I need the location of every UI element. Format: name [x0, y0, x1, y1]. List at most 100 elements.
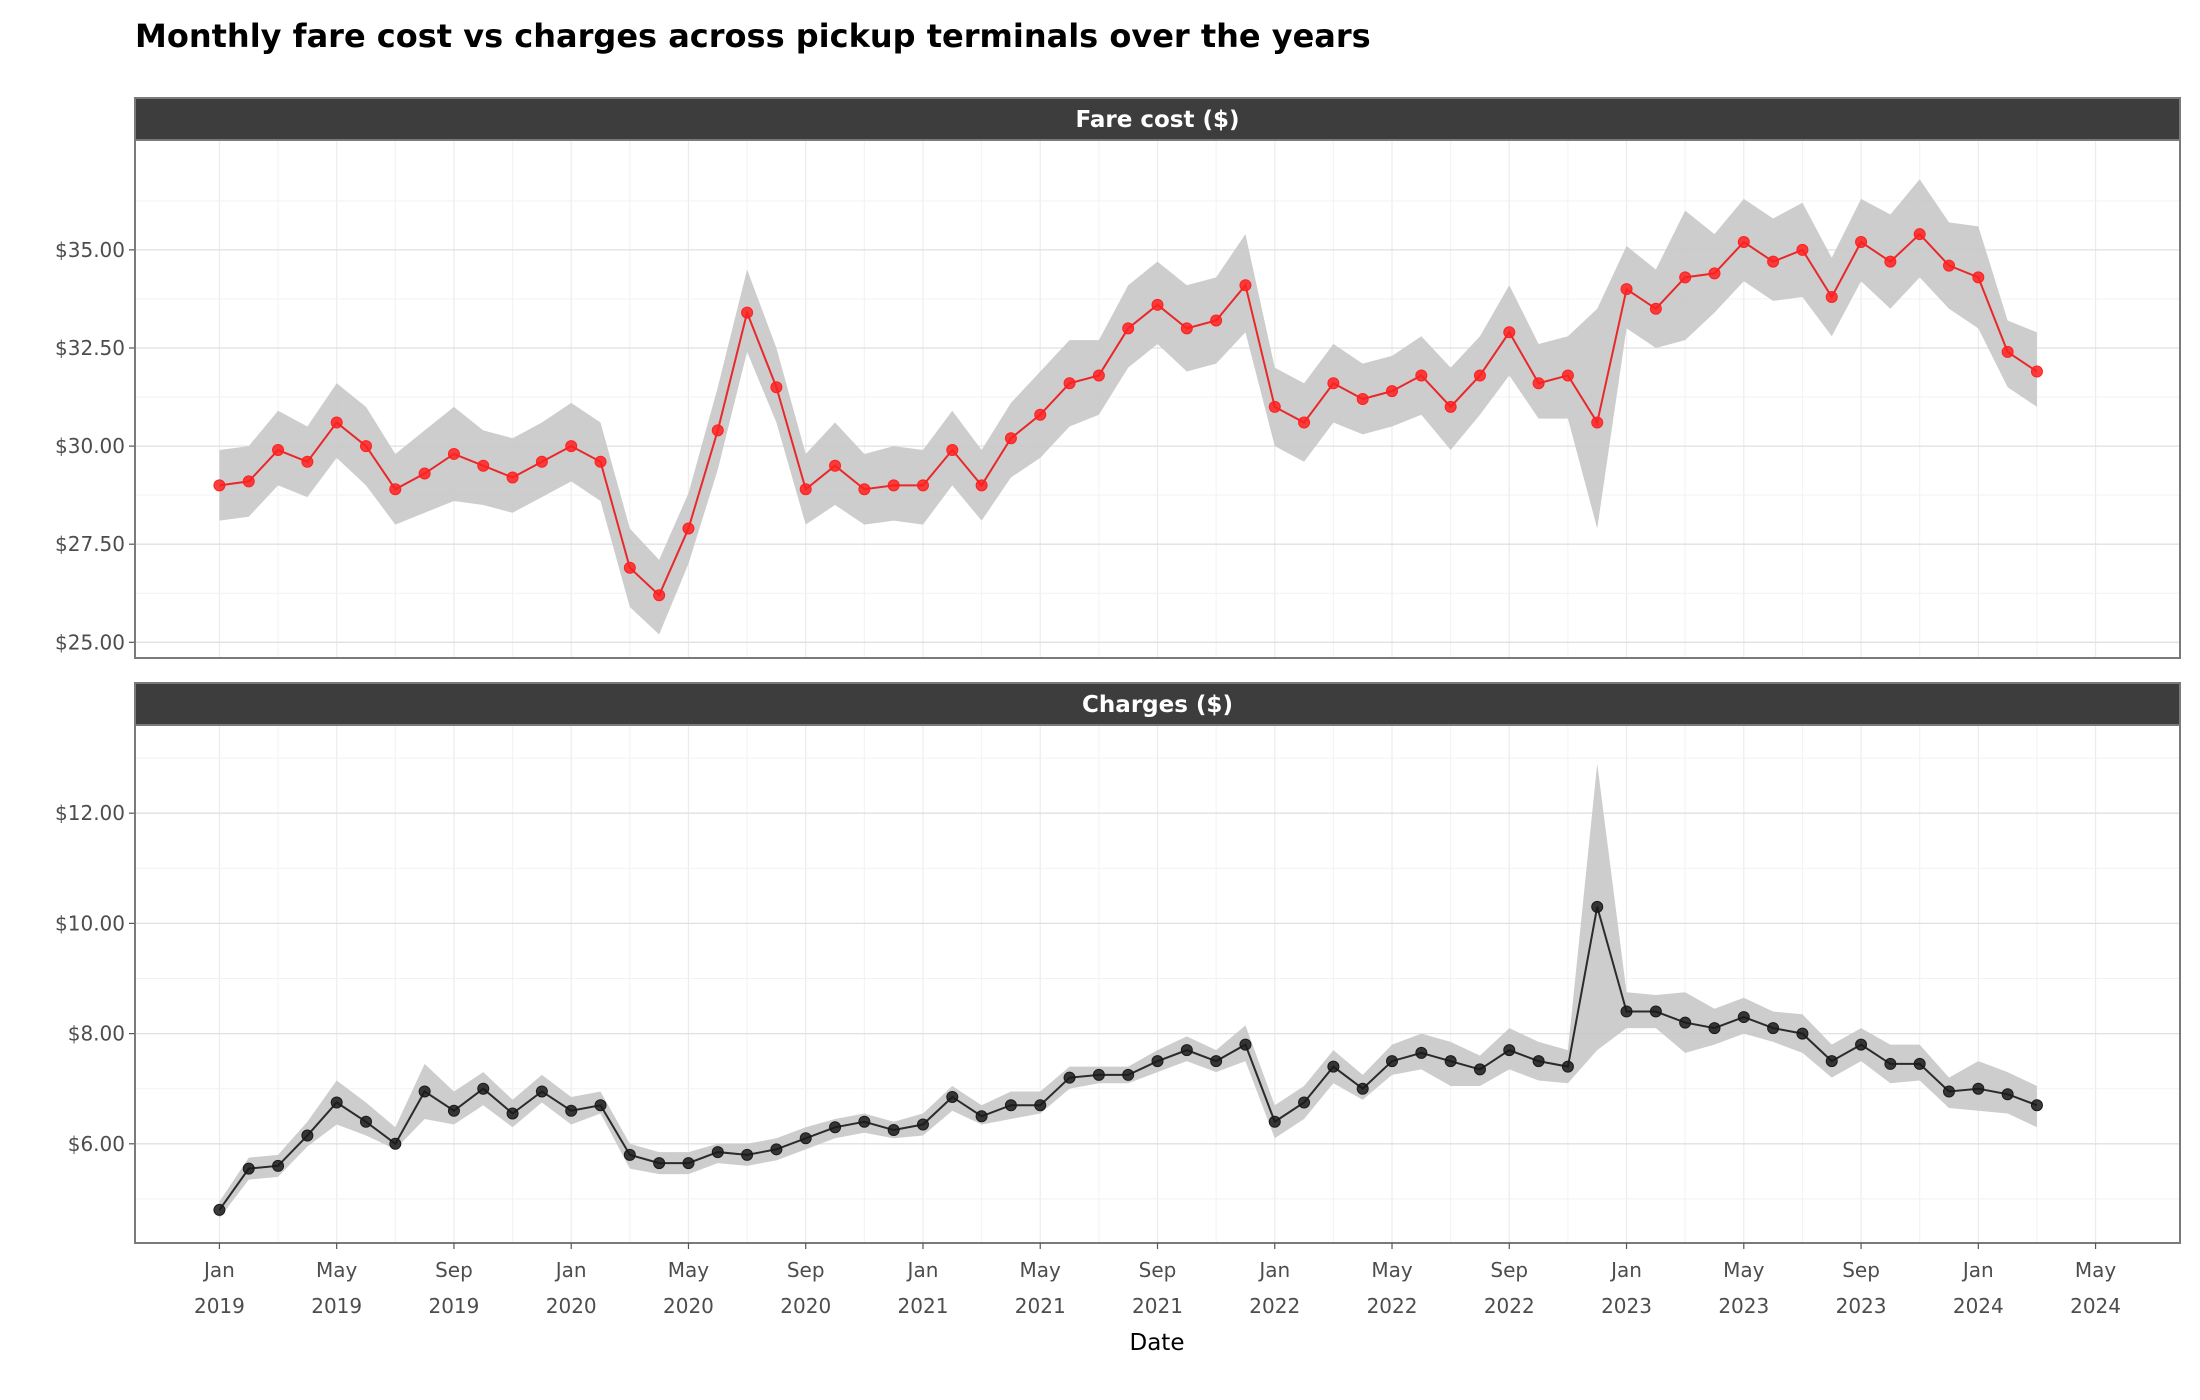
facet-strip-label: Charges ($) — [1082, 692, 1233, 718]
facet-strip-label: Fare cost ($) — [1076, 107, 1240, 133]
data-point — [770, 1143, 783, 1156]
y-tick-label: $35.00 — [55, 238, 125, 262]
data-point — [1473, 369, 1486, 382]
data-point — [1444, 400, 1457, 413]
data-point — [477, 459, 490, 472]
data-point — [1034, 408, 1047, 421]
data-point — [1591, 416, 1604, 429]
data-point — [1092, 1068, 1105, 1081]
data-point — [1561, 369, 1574, 382]
data-point — [1942, 1085, 1955, 1098]
data-point — [887, 1124, 900, 1137]
x-tick-label-month: Jan — [554, 1258, 587, 1282]
data-point — [447, 1104, 460, 1117]
data-point — [1972, 1082, 1985, 1095]
data-point — [975, 1110, 988, 1123]
data-point — [213, 479, 226, 492]
data-point — [418, 1085, 431, 1098]
data-point — [1180, 322, 1193, 335]
x-tick-label-year: 2024 — [1953, 1294, 2004, 1318]
data-point — [1444, 1055, 1457, 1068]
data-point — [477, 1082, 490, 1095]
x-tick-label-month: May — [2075, 1258, 2117, 1282]
data-point — [2001, 345, 2014, 358]
data-point — [1122, 322, 1135, 335]
x-tick-label-month: Jan — [1609, 1258, 1642, 1282]
x-tick-label-year: 2019 — [311, 1294, 362, 1318]
data-point — [330, 416, 343, 429]
y-tick-label: $32.50 — [55, 336, 125, 360]
x-tick-label-month: Jan — [906, 1258, 939, 1282]
x-tick-label-year: 2020 — [780, 1294, 831, 1318]
data-point — [1034, 1099, 1047, 1112]
x-tick-label-month: Sep — [1842, 1258, 1880, 1282]
y-tick-label: $12.00 — [55, 801, 125, 825]
facet-panel-fare-cost: $25.00 $27.50 $30.00 $32.50 $35.00 Fare cost … — [55, 97, 2181, 659]
data-point — [1620, 283, 1633, 296]
x-tick-label-year: 2023 — [1836, 1294, 1887, 1318]
data-point — [829, 459, 842, 472]
data-point — [213, 1203, 226, 1216]
data-point — [1884, 255, 1897, 268]
data-point — [1298, 416, 1311, 429]
data-point — [1532, 1055, 1545, 1068]
data-point — [1151, 1055, 1164, 1068]
data-point — [1825, 290, 1838, 303]
data-point — [829, 1121, 842, 1134]
data-point — [2030, 365, 2043, 378]
data-point — [1151, 298, 1164, 311]
x-tick-label-month: Sep — [1139, 1258, 1177, 1282]
x-tick-label-year: 2023 — [1601, 1294, 1652, 1318]
data-point — [1063, 1071, 1076, 1084]
data-point — [272, 1159, 285, 1172]
data-point — [242, 1162, 255, 1175]
data-point — [1679, 1016, 1692, 1029]
data-point — [1884, 1057, 1897, 1070]
data-point — [1386, 385, 1399, 398]
data-point — [1503, 326, 1516, 339]
data-point — [594, 455, 607, 468]
data-point — [1942, 259, 1955, 272]
x-tick-label-month: May — [668, 1258, 710, 1282]
x-tick-label-year: 2022 — [1367, 1294, 1418, 1318]
data-point — [360, 440, 373, 453]
data-point — [1649, 1005, 1662, 1018]
data-point — [594, 1099, 607, 1112]
data-point — [916, 479, 929, 492]
x-tick-label-month: May — [1723, 1258, 1765, 1282]
data-point — [2001, 1088, 2014, 1101]
x-tick-label-year: 2020 — [546, 1294, 597, 1318]
data-point — [1356, 393, 1369, 405]
data-point — [389, 483, 402, 496]
data-point — [1210, 1055, 1223, 1068]
data-point — [447, 447, 460, 460]
data-point — [858, 1115, 871, 1128]
data-point — [1855, 236, 1868, 249]
data-point — [1268, 400, 1281, 413]
data-point — [1327, 1060, 1340, 1073]
data-point — [1004, 432, 1017, 445]
data-point — [301, 1129, 314, 1142]
data-point — [272, 444, 285, 457]
x-tick-label-year: 2023 — [1718, 1294, 1769, 1318]
data-point — [1386, 1055, 1399, 1068]
data-point — [1298, 1096, 1311, 1109]
data-point — [623, 561, 636, 574]
data-point — [1561, 1060, 1574, 1073]
data-point — [770, 381, 783, 394]
y-tick-label: $25.00 — [55, 630, 125, 654]
data-point — [653, 1157, 666, 1170]
data-point — [1503, 1044, 1516, 1057]
x-tick-label-year: 2019 — [194, 1294, 245, 1318]
data-point — [711, 424, 724, 437]
data-point — [1825, 1055, 1838, 1068]
data-point — [565, 1104, 578, 1117]
data-point — [682, 1157, 695, 1170]
data-point — [1591, 900, 1604, 913]
facet-panels: $25.00 $27.50 $30.00 $32.50 $35.00 Fare cost … — [55, 97, 2181, 1244]
data-point — [1210, 314, 1223, 327]
data-point — [1063, 377, 1076, 390]
x-tick-label-month: May — [1371, 1258, 1413, 1282]
confidence-band — [219, 179, 2037, 635]
